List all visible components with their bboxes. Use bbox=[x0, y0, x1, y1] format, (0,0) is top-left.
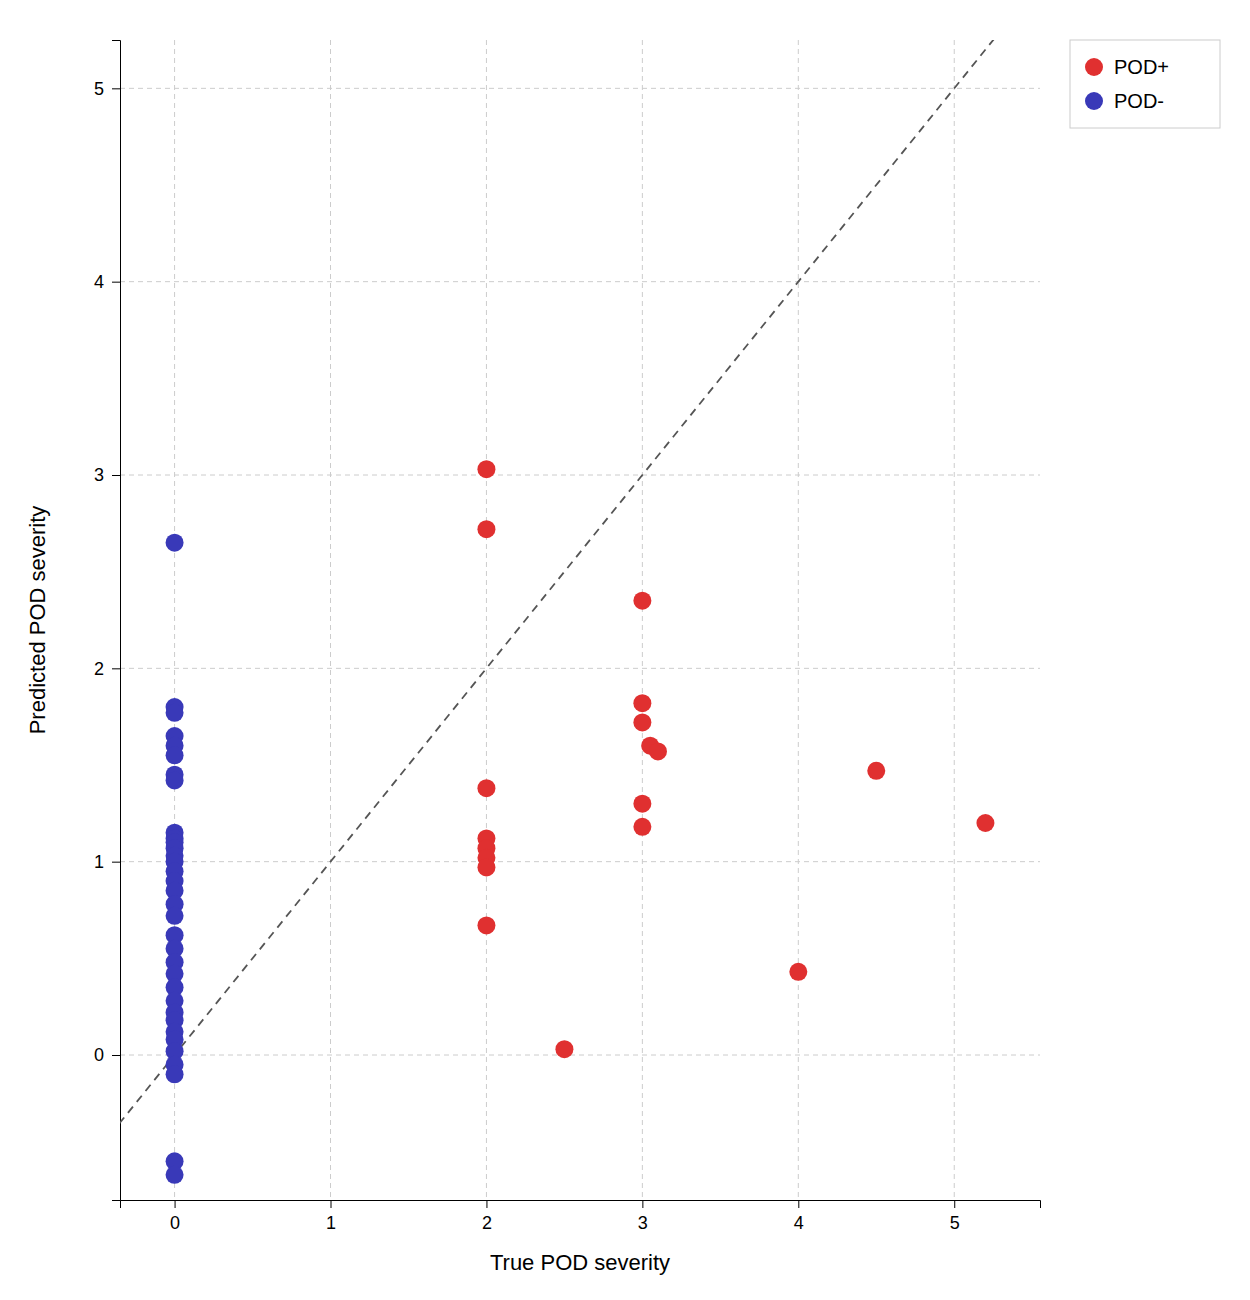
plot: 0 1 2 3 4 5 0 1 2 3 4 5 True POD severity Predicted P… bbox=[25, 0, 1041, 1275]
tick-mark bbox=[112, 282, 120, 283]
point bbox=[477, 779, 495, 797]
legend-marker bbox=[1085, 58, 1103, 76]
tick: 1 bbox=[326, 1200, 336, 1233]
tick-label: 4 bbox=[94, 272, 104, 292]
point bbox=[633, 795, 651, 813]
tick: 1 bbox=[94, 852, 120, 872]
tick: 4 bbox=[94, 272, 120, 292]
grid-line bbox=[486, 40, 487, 1200]
tick-mark bbox=[486, 1200, 487, 1208]
tick: 2 bbox=[482, 1200, 492, 1233]
point bbox=[166, 534, 184, 552]
x-axis: 0 1 2 3 4 5 bbox=[121, 1200, 1041, 1233]
tick: 2 bbox=[94, 659, 120, 679]
point bbox=[867, 762, 885, 780]
grid-line bbox=[330, 40, 331, 1200]
grid bbox=[120, 40, 1040, 1200]
legend-label: POD+ bbox=[1114, 56, 1169, 78]
point bbox=[166, 1166, 184, 1184]
point bbox=[477, 858, 495, 876]
point bbox=[166, 746, 184, 764]
tick: 0 bbox=[170, 1200, 180, 1233]
tick-label: 3 bbox=[94, 465, 104, 485]
point bbox=[633, 818, 651, 836]
point bbox=[166, 1065, 184, 1083]
legend-marker bbox=[1085, 92, 1103, 110]
legend-label: POD- bbox=[1114, 90, 1164, 112]
point bbox=[166, 907, 184, 925]
tick: 5 bbox=[94, 79, 120, 99]
tick-mark bbox=[112, 475, 120, 476]
axis-line bbox=[121, 1201, 1041, 1209]
grid-line bbox=[120, 668, 1040, 669]
tick-label: 4 bbox=[794, 1213, 804, 1233]
tick-mark bbox=[331, 1200, 332, 1208]
tick-mark bbox=[112, 88, 120, 89]
grid-line bbox=[120, 861, 1040, 862]
tick: 3 bbox=[94, 465, 120, 485]
tick-label: 2 bbox=[94, 659, 104, 679]
tick-label: 3 bbox=[638, 1213, 648, 1233]
tick-label: 2 bbox=[482, 1213, 492, 1233]
grid-line bbox=[120, 1055, 1040, 1056]
grid-line bbox=[798, 40, 799, 1200]
point bbox=[976, 814, 994, 832]
point bbox=[633, 592, 651, 610]
point bbox=[477, 520, 495, 538]
y-axis: 0 1 2 3 4 5 bbox=[94, 41, 121, 1201]
point bbox=[166, 771, 184, 789]
legend-item: POD+ bbox=[1085, 56, 1169, 78]
legend-item: POD- bbox=[1085, 90, 1164, 112]
diagonal-line bbox=[120, 40, 1040, 1200]
point bbox=[477, 460, 495, 478]
tick-label: 1 bbox=[94, 852, 104, 872]
marks bbox=[120, 40, 1040, 1200]
point bbox=[555, 1040, 573, 1058]
tick-mark bbox=[112, 668, 120, 669]
x-axis-title: True POD severity bbox=[490, 1250, 670, 1275]
tick-mark bbox=[954, 1200, 955, 1208]
point bbox=[477, 916, 495, 934]
tick-label: 5 bbox=[94, 79, 104, 99]
tick-label: 0 bbox=[170, 1213, 180, 1233]
legend-box bbox=[1070, 40, 1220, 128]
point bbox=[789, 963, 807, 981]
point bbox=[633, 713, 651, 731]
tick: 4 bbox=[794, 1200, 804, 1233]
point bbox=[633, 694, 651, 712]
point bbox=[166, 704, 184, 722]
tick-mark bbox=[112, 1055, 120, 1056]
tick-mark bbox=[798, 1200, 799, 1208]
y-axis-title: Predicted POD severity bbox=[25, 506, 50, 735]
axis-line bbox=[112, 41, 121, 1201]
series bbox=[166, 534, 184, 1184]
tick-mark bbox=[175, 1200, 176, 1208]
grid-line bbox=[120, 281, 1040, 282]
grid-line bbox=[642, 40, 643, 1200]
tick-mark bbox=[642, 1200, 643, 1208]
chart: 0 1 2 3 4 5 0 1 2 3 4 5 True POD severity Predicted P… bbox=[0, 0, 1250, 1300]
grid-line bbox=[120, 88, 1040, 89]
grid-line bbox=[120, 475, 1040, 476]
legend: POD+ POD- bbox=[1070, 40, 1220, 128]
tick-label: 1 bbox=[326, 1213, 336, 1233]
grid-line bbox=[954, 40, 955, 1200]
tick: 3 bbox=[638, 1200, 648, 1233]
tick: 5 bbox=[950, 1200, 960, 1233]
tick-label: 5 bbox=[950, 1213, 960, 1233]
point bbox=[649, 742, 667, 760]
tick-mark bbox=[112, 862, 120, 863]
series bbox=[477, 460, 994, 1058]
tick-label: 0 bbox=[94, 1045, 104, 1065]
tick: 0 bbox=[94, 1045, 120, 1065]
